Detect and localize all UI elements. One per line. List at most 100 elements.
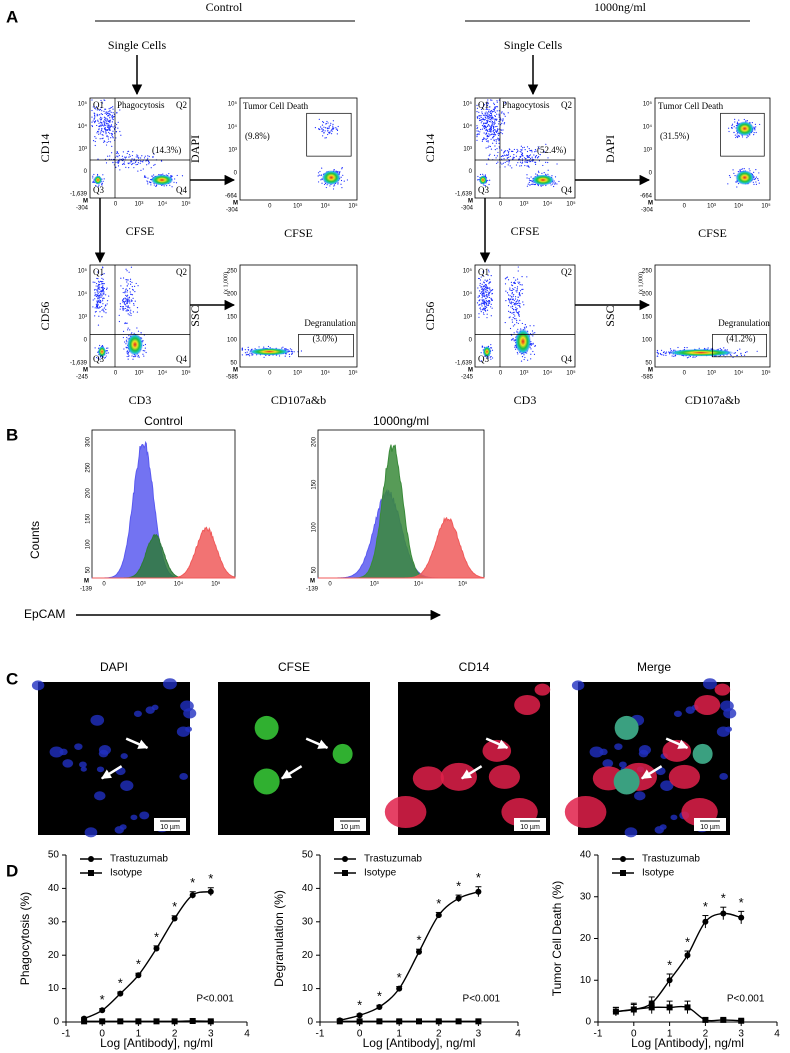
x-tick-label: -1 [62, 1029, 71, 1040]
event-dot [511, 284, 514, 287]
event-dot [485, 111, 487, 113]
event-dot [476, 125, 478, 127]
event-dot [488, 269, 490, 271]
event-dot [723, 347, 725, 349]
y-axis-label: CD56 [423, 302, 437, 331]
event-dot [127, 283, 129, 285]
event-dot [526, 177, 528, 179]
event-dot [542, 164, 544, 167]
event-dot [488, 292, 490, 294]
significance: * [476, 870, 481, 885]
y-tick-label: 0 [649, 171, 653, 177]
x-tick-label: 0 [357, 1029, 363, 1040]
event-dot [491, 293, 493, 295]
event-dot [93, 180, 95, 182]
x-tick-label: 0 [631, 1029, 637, 1040]
event-dot [487, 130, 489, 133]
event-dot [480, 302, 482, 304]
event-dot [523, 354, 525, 356]
event-dot [656, 351, 658, 354]
nucleus [599, 748, 608, 756]
event-dot [494, 106, 496, 108]
marker [648, 1004, 655, 1011]
event-dot [320, 179, 322, 181]
x-tick-label: 10⁴ [734, 203, 744, 210]
event-dot [483, 285, 486, 287]
event-dot [509, 289, 511, 291]
event-dot [530, 176, 532, 178]
event-dot [513, 339, 515, 341]
event-dot [333, 127, 335, 129]
event-dot [94, 117, 96, 119]
event-dot [519, 290, 522, 292]
event-dot [661, 354, 663, 356]
event-dot [121, 155, 124, 157]
nucleus [624, 827, 638, 838]
density-core [150, 174, 174, 186]
event-dot [494, 129, 496, 131]
event-dot [484, 114, 486, 116]
event-dot [487, 141, 489, 143]
event-dot [518, 292, 521, 294]
nucleus [702, 678, 717, 690]
event-dot [494, 111, 497, 113]
event-dot [332, 128, 334, 130]
event-dot [319, 126, 322, 128]
event-dot [501, 158, 503, 160]
event-dot [103, 293, 105, 295]
event-dot [515, 155, 517, 157]
event-dot [518, 282, 520, 285]
event-dot [94, 307, 96, 309]
event-dot [516, 286, 519, 288]
event-dot [101, 117, 103, 119]
y-tick-label: 10⁵ [463, 101, 473, 108]
event-dot [504, 283, 507, 285]
event-dot [482, 173, 484, 175]
y-tick-label: 40 [48, 883, 60, 894]
event-dot [241, 354, 243, 356]
event-dot [520, 149, 522, 151]
event-dot [513, 288, 515, 291]
event-dot [329, 124, 331, 126]
event-dot [97, 120, 99, 123]
event-dot [99, 288, 101, 290]
y-axis-label: CD56 [38, 302, 52, 331]
marker [702, 1016, 709, 1023]
event-dot [101, 266, 104, 268]
event-dot [485, 289, 487, 291]
event-dot [126, 291, 128, 293]
event-dot [481, 294, 483, 296]
event-dot [480, 309, 482, 311]
x-axis-label: CFSE [284, 226, 313, 240]
event-dot [486, 105, 488, 107]
event-dot [131, 294, 134, 296]
event-dot [731, 126, 733, 129]
event-dot [135, 355, 137, 357]
event-dot [509, 295, 511, 297]
event-dot [285, 348, 287, 350]
event-dot [101, 295, 103, 297]
event-dot [743, 168, 745, 170]
event-dot [495, 138, 497, 141]
event-dot [486, 313, 488, 315]
event-dot [663, 351, 665, 353]
event-dot [528, 179, 531, 181]
event-dot [477, 287, 479, 289]
event-dot [485, 108, 487, 111]
event-dot [105, 131, 107, 133]
event-dot [733, 131, 735, 134]
event-dot [482, 300, 484, 302]
event-dot [269, 347, 271, 349]
event-dot [107, 136, 109, 138]
event-dot [109, 119, 111, 121]
event-dot [91, 116, 93, 118]
event-dot [515, 290, 517, 292]
event-dot [529, 325, 531, 327]
event-dot [486, 117, 488, 119]
event-dot [96, 282, 98, 285]
nucleus [716, 726, 730, 737]
event-dot [124, 156, 126, 158]
event-dot [100, 116, 102, 119]
y-axis-label: SSC [603, 305, 617, 326]
x-tick-label: 10⁵ [181, 201, 191, 208]
